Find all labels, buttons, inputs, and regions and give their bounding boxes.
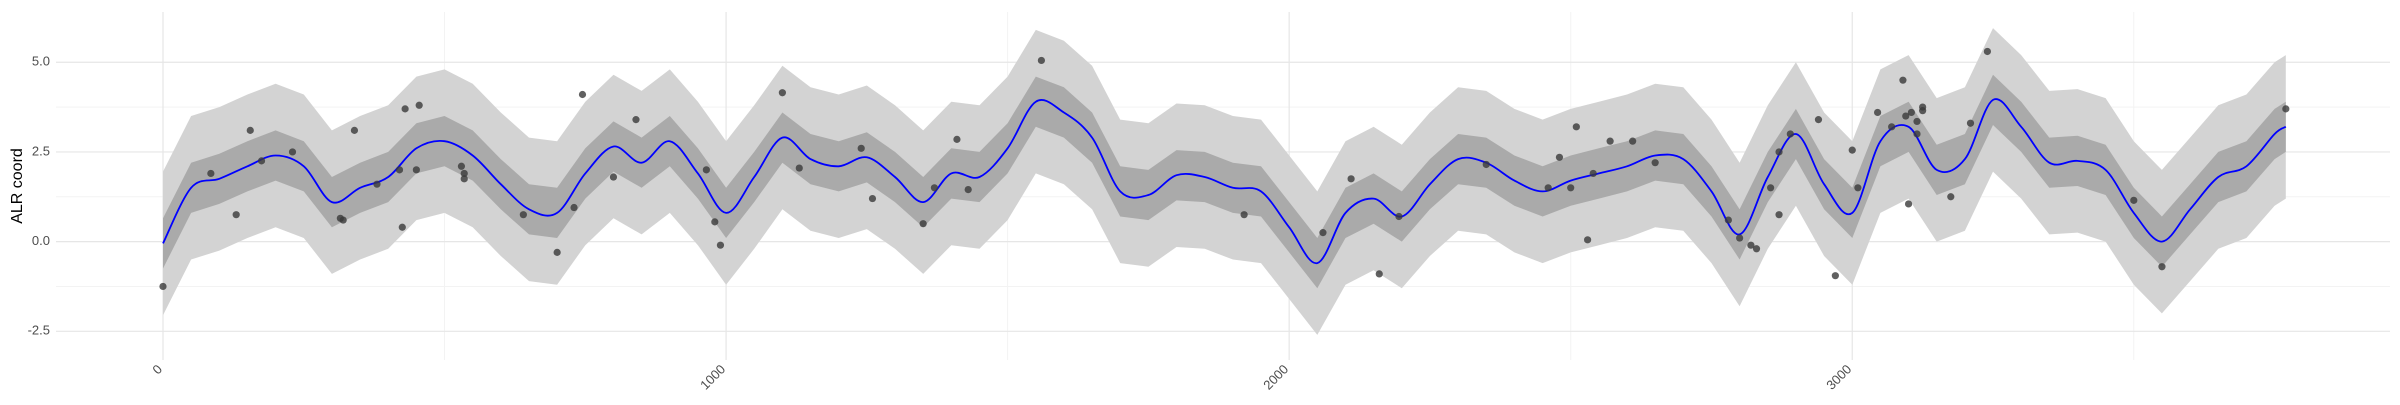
observation-point — [373, 180, 381, 188]
y-tick-label: 5.0 — [32, 54, 50, 69]
observation-point — [711, 218, 719, 226]
observation-point — [702, 166, 710, 174]
credible-band — [163, 74, 2286, 289]
observation-point — [1767, 184, 1775, 192]
lines — [162, 98, 2287, 265]
observation-point — [460, 169, 468, 178]
observation-point — [919, 220, 927, 228]
observation-point — [401, 105, 409, 113]
observation-point — [159, 282, 167, 291]
observation-point — [2158, 263, 2166, 271]
observation-point — [1848, 146, 1856, 154]
observation-point — [1752, 245, 1761, 253]
x-tick-label: 2000 — [1260, 362, 1291, 393]
observation-point — [1947, 193, 1955, 201]
observation-point — [1775, 148, 1783, 156]
observation-point — [716, 241, 725, 249]
observation-point — [1888, 123, 1896, 131]
observation-point — [1854, 184, 1862, 192]
observation-point — [964, 185, 972, 194]
y-tick-label: 0.0 — [32, 233, 50, 248]
observation-point — [930, 184, 939, 192]
observation-point — [2130, 196, 2138, 204]
observation-point — [778, 89, 786, 97]
observation-point — [1319, 229, 1327, 237]
observation-point — [553, 248, 561, 256]
observation-point — [398, 223, 406, 231]
observation-point — [460, 175, 468, 183]
observation-point — [1983, 47, 1991, 56]
observation-point — [857, 144, 865, 152]
observation-point — [795, 164, 803, 172]
observation-point — [1589, 169, 1597, 178]
observation-point — [1966, 119, 1975, 127]
observation-point — [2282, 105, 2290, 113]
observation-point — [207, 169, 215, 178]
observation-point — [1583, 236, 1592, 244]
observation-point — [1555, 153, 1564, 161]
observation-point — [1347, 175, 1355, 183]
observation-point — [1240, 211, 1248, 219]
observation-point — [232, 211, 240, 219]
observation-point — [415, 101, 423, 109]
observation-point — [1037, 56, 1046, 65]
observation-point — [1375, 270, 1383, 278]
observation-point — [246, 126, 254, 134]
observation-point — [570, 203, 578, 212]
observation-point — [1786, 130, 1794, 138]
observation-point — [1544, 184, 1552, 192]
observation-point — [339, 216, 347, 224]
x-tick-label: 0 — [149, 362, 165, 378]
observation-point — [1913, 130, 1921, 138]
x-tick-label: 3000 — [1823, 362, 1854, 393]
observation-point — [519, 211, 527, 219]
observation-point — [288, 148, 297, 156]
x-tick-label: 1000 — [697, 362, 728, 393]
observation-point — [1814, 116, 1823, 124]
observation-point — [1775, 211, 1783, 219]
observation-point — [1629, 137, 1637, 145]
observation-point — [609, 173, 618, 181]
observation-point — [868, 194, 877, 203]
observation-point — [1899, 76, 1907, 84]
observation-point — [1907, 108, 1915, 117]
observation-point — [1567, 184, 1575, 192]
mean-line — [162, 98, 2287, 265]
observation-point — [1724, 216, 1732, 224]
observation-point — [1873, 108, 1882, 117]
observation-point — [1395, 212, 1403, 221]
points — [159, 47, 2290, 291]
y-tick-label: 2.5 — [32, 143, 50, 158]
observation-point — [1919, 103, 1927, 111]
observation-point — [1913, 117, 1921, 126]
observation-point — [1482, 160, 1490, 169]
observation-point — [1831, 272, 1839, 280]
observation-point — [1572, 123, 1580, 131]
observation-point — [457, 162, 466, 170]
observation-point — [953, 135, 961, 143]
observation-point — [578, 90, 587, 99]
observation-point — [1904, 200, 1913, 208]
observation-point — [1747, 241, 1755, 249]
observation-point — [350, 126, 359, 134]
y-axis-label: ALR coord — [9, 148, 26, 224]
observation-point — [1606, 137, 1614, 145]
axes: 0 1000 2000 3000 -2.5 0.0 2.5 5.0 — [28, 54, 1855, 393]
observation-point — [1736, 234, 1744, 242]
observation-point — [1651, 159, 1659, 167]
observation-point — [412, 166, 420, 174]
observation-point — [1902, 112, 1910, 120]
observation-point — [395, 166, 404, 174]
observation-point — [257, 157, 266, 165]
y-tick-label: -2.5 — [28, 323, 50, 338]
observation-point — [632, 116, 640, 124]
bands — [163, 28, 2286, 335]
